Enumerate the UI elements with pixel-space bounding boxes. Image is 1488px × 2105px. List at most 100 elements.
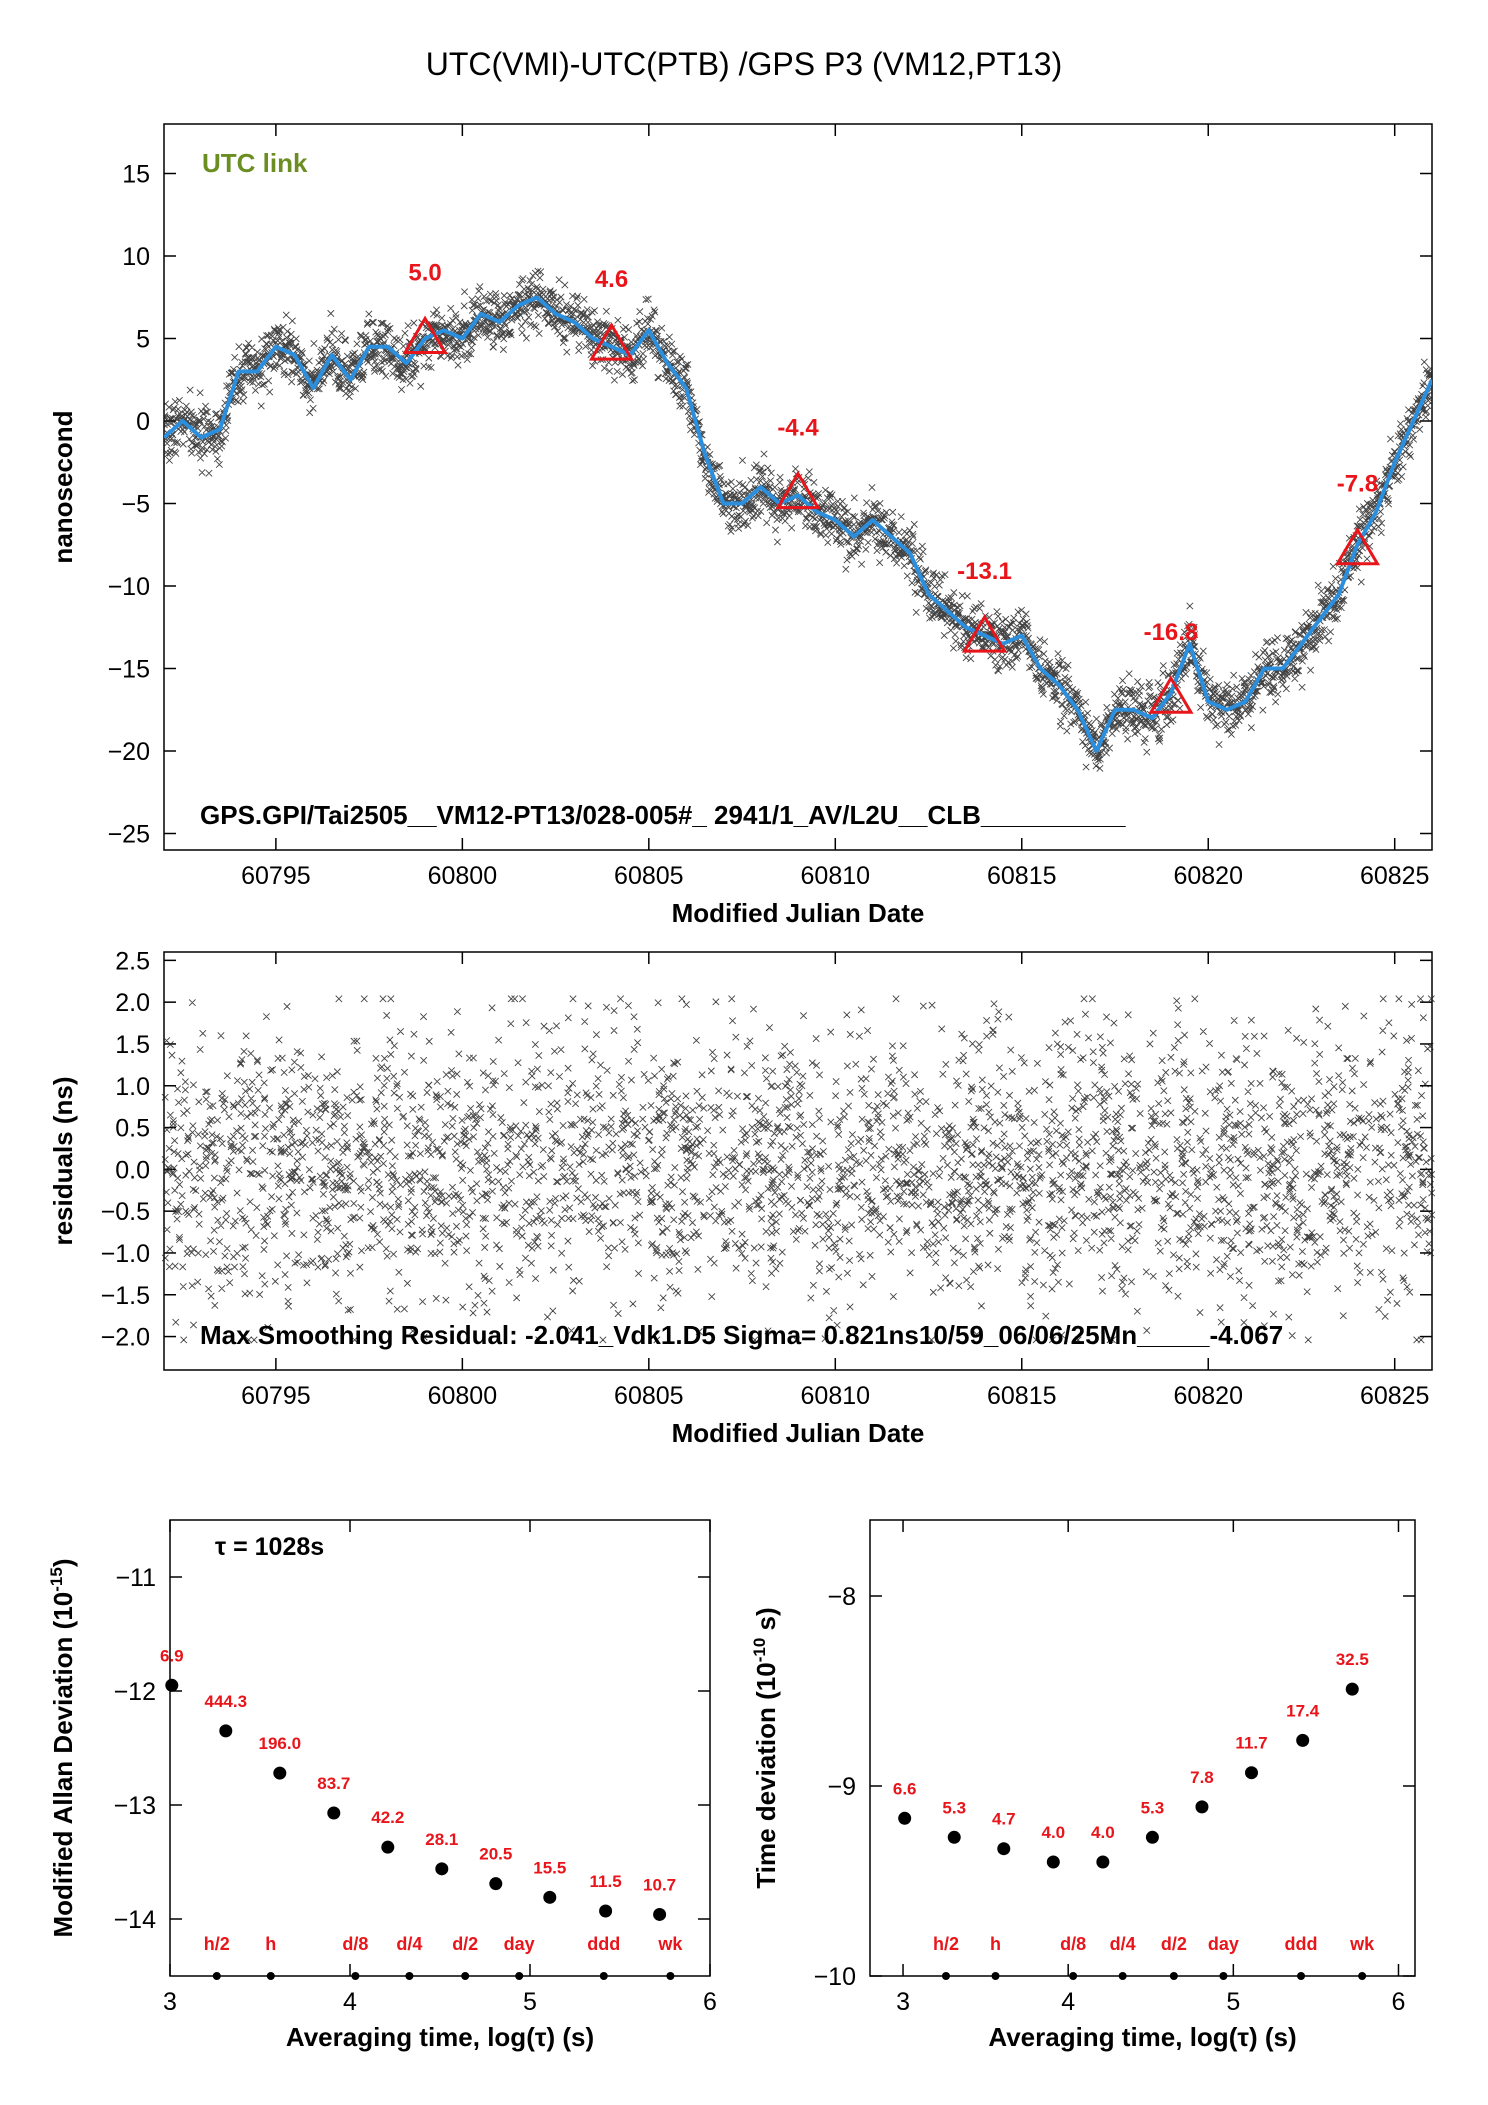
y-tick-label: −8	[827, 1583, 856, 1611]
period-mark-dot	[599, 1972, 608, 1980]
x-tick-label: 60825	[1360, 1382, 1430, 1410]
y-axis-label: nanosecond	[48, 410, 78, 563]
period-mark-dot	[1118, 1972, 1127, 1980]
x-tick-label: 5	[523, 1988, 537, 2016]
period-mark-label: d/2	[1161, 1934, 1187, 1954]
point-value-label: 6.6	[893, 1779, 917, 1798]
deviation-point	[898, 1811, 912, 1825]
period-mark-dot	[1069, 1972, 1078, 1980]
point-value-label: 17.4	[1286, 1701, 1320, 1720]
x-tick-label: 4	[1061, 1988, 1075, 2016]
deviation-point	[1296, 1733, 1310, 1747]
period-mark-dot	[941, 1972, 950, 1980]
plot-frame	[169, 1519, 711, 1977]
x-axis-label: Averaging time, log(τ) (s)	[286, 2022, 594, 2052]
x-tick-label: 3	[896, 1988, 910, 2016]
deviation-point	[1145, 1830, 1159, 1844]
point-value-label: 4.0	[1091, 1823, 1115, 1842]
triangle-marker	[1148, 675, 1194, 714]
x-tick-label: 5	[1226, 1988, 1240, 2016]
deviation-point	[1195, 1800, 1209, 1814]
triangle-marker	[775, 470, 821, 510]
deviation-point	[435, 1862, 449, 1876]
y-tick-label: −2.0	[101, 1324, 150, 1352]
utc-link-annotation: UTC link	[202, 148, 308, 178]
x-tick-label: 60810	[801, 1382, 871, 1410]
x-tick-label: 60815	[987, 1382, 1057, 1410]
triangle-marker	[961, 614, 1008, 653]
period-mark-label: day	[504, 1934, 535, 1954]
point-value-label: 196.0	[259, 1734, 302, 1753]
x-axis-label: Averaging time, log(τ) (s)	[988, 2022, 1296, 2052]
period-mark-dot	[405, 1972, 414, 1980]
period-mark-label: d/2	[452, 1934, 478, 1954]
x-tick-label: 60800	[428, 862, 498, 890]
deviation-point	[653, 1907, 667, 1921]
x-tick-label: 60825	[1360, 862, 1430, 890]
period-mark-label: h/2	[204, 1934, 230, 1954]
y-axis-label: residuals (ns)	[48, 1076, 78, 1245]
y-tick-label: 10	[122, 243, 150, 271]
period-mark-dot	[461, 1972, 470, 1980]
source-footer-text: GPS.GPI/Tai2505__VM12-PT13/028-005#_ 294…	[200, 800, 1126, 830]
point-value-label: 5.3	[1141, 1798, 1165, 1817]
link-chart: 60795 60800 60805 60810 60815 60820 60825 −25 −2…	[48, 123, 1433, 928]
point-value-label: 42.2	[371, 1808, 404, 1827]
deviation-point	[381, 1840, 395, 1854]
marker-value-label: 5.0	[408, 260, 441, 287]
plot-frame	[163, 123, 1433, 851]
period-mark-label: d/4	[396, 1934, 422, 1954]
period-mark-dot	[1169, 1972, 1178, 1980]
point-value-label: 28.1	[425, 1830, 458, 1849]
y-tick-label: −5	[121, 491, 150, 519]
x-tick-label: 60795	[241, 862, 311, 890]
point-value-label: 11.7	[1235, 1734, 1267, 1753]
period-mark-label: day	[1208, 1934, 1239, 1954]
deviation-point	[997, 1842, 1011, 1856]
deviation-point	[599, 1904, 613, 1918]
period-mark-label: d/4	[1110, 1934, 1136, 1954]
deviation-point	[273, 1766, 287, 1780]
y-tick-label: 5	[136, 326, 150, 354]
modified-allan-deviation-chart: 3 4 5 6 −14 −13 −12 −11 6.9 444.3 196.0 83.7 42.2 28.…	[47, 1519, 717, 2052]
residual-marks	[161, 995, 1436, 1344]
raw-measurements	[164, 267, 1432, 772]
plot-frame	[163, 951, 1433, 1371]
page-title: UTC(VMI)-UTC(PTB) /GPS P3 (VM12,PT13)	[425, 46, 1063, 82]
deviation-point	[1046, 1855, 1060, 1869]
raw-measurement-marks	[164, 267, 1432, 772]
x-tick-label: 4	[343, 1988, 357, 2016]
period-mark-dot	[1297, 1972, 1306, 1980]
y-tick-label: −25	[108, 821, 150, 849]
period-mark-label: wk	[657, 1934, 683, 1954]
smoothed-series-line	[164, 295, 1432, 753]
marker-value-label: -7.8	[1337, 471, 1378, 498]
period-mark-label: wk	[1349, 1934, 1375, 1954]
period-mark-dot	[1358, 1972, 1367, 1980]
y-tick-label: 1.0	[115, 1073, 150, 1101]
period-mark-dot	[515, 1972, 524, 1980]
x-tick-label: 60800	[428, 1382, 498, 1410]
y-tick-label: −15	[108, 656, 150, 684]
deviation-point	[489, 1877, 503, 1891]
triangle-marker	[588, 322, 635, 361]
x-tick-label: 60820	[1173, 1382, 1243, 1410]
deviation-point	[327, 1806, 341, 1820]
y-tick-label: 0.0	[115, 1156, 150, 1184]
plot-frame	[869, 1519, 1416, 1977]
point-value-label: 5.3	[942, 1798, 966, 1817]
point-value-label: 10.7	[643, 1875, 676, 1894]
point-value-label: 32.5	[1336, 1650, 1369, 1669]
x-tick-label: 60815	[987, 862, 1057, 890]
point-value-label: 7.8	[1190, 1768, 1214, 1787]
triangle-marker	[1334, 526, 1381, 566]
y-axis-label: Time deviation (10-10 s)	[750, 1607, 781, 1888]
triangle-marker	[402, 315, 448, 354]
y-tick-label: −0.5	[101, 1198, 150, 1226]
y-tick-label: −11	[115, 1564, 156, 1592]
period-mark-label: h	[990, 1934, 1001, 1954]
x-tick-label: 60805	[614, 1382, 684, 1410]
time-deviation-chart: 3 4 5 6 −10 −9 −8 6.6 5.3 4.7 4.0 4.0 5.3 7.8 11.7 17.4…	[750, 1519, 1416, 2052]
y-tick-label: −1.0	[101, 1240, 150, 1268]
